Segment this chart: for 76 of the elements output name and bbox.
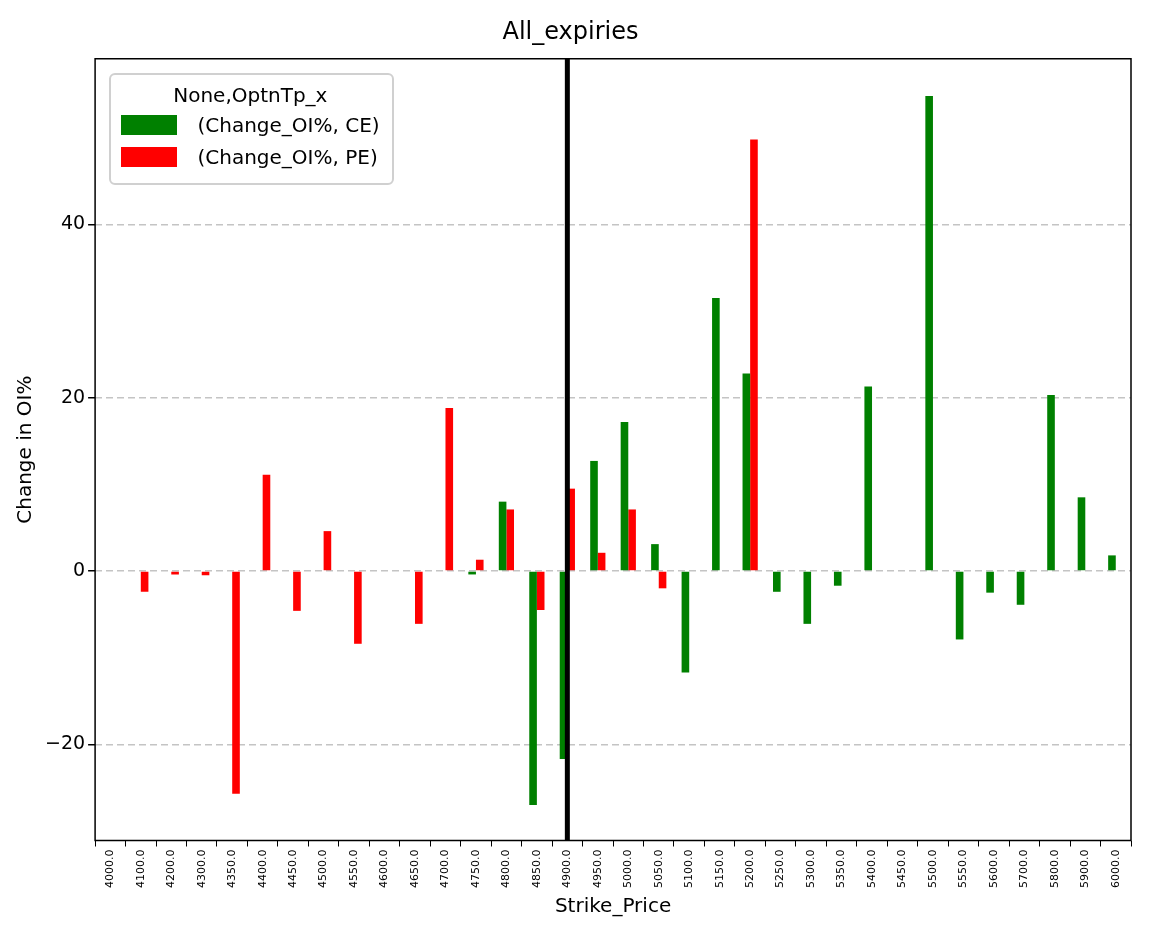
y-axis-title: Change in OI%	[12, 375, 37, 524]
legend-title: None,OptnTp_x	[172, 82, 329, 107]
x-tick-label: 4000.0	[103, 849, 117, 889]
x-tick-label: 5550.0	[956, 849, 970, 889]
x-axis-title: Strike_Price	[554, 893, 672, 918]
x-tick-label: 4450.0	[286, 849, 299, 889]
bar	[415, 571, 423, 624]
bar	[651, 544, 659, 571]
x-tick-label: 4750.0	[468, 849, 482, 889]
bar	[262, 474, 271, 571]
bar	[620, 421, 629, 571]
chart-title: All_expiries	[502, 16, 639, 45]
x-tick-label: 4850.0	[529, 849, 543, 889]
x-tick-label: 5150.0	[712, 849, 726, 889]
bar	[506, 509, 515, 571]
bar	[232, 571, 240, 794]
bar	[140, 571, 149, 592]
bar	[681, 571, 690, 673]
x-tick-label: 4400.0	[255, 849, 269, 889]
bar	[1108, 555, 1116, 571]
x-tick-label: 5900.0	[1078, 849, 1092, 889]
bar	[1016, 571, 1025, 605]
x-tick-label: 5050.0	[651, 849, 665, 889]
bar	[833, 571, 842, 586]
x-tick-label: 4200.0	[164, 849, 178, 889]
x-tick-label: 4350.0	[225, 849, 239, 889]
bar	[925, 96, 933, 571]
bar	[529, 571, 537, 805]
x-tick-label: 4100.0	[133, 849, 147, 889]
bar	[712, 297, 720, 571]
x-tick-label: 5350.0	[834, 849, 848, 889]
y-tick-label: 20	[60, 384, 86, 407]
bar	[986, 571, 994, 593]
bar	[1047, 395, 1055, 571]
x-tick-label: 5100.0	[682, 849, 696, 889]
x-tick-label: 5500.0	[925, 849, 939, 889]
legend-label: (Change_OI%, CE)	[196, 112, 380, 137]
x-tick-label: 4300.0	[194, 849, 208, 889]
x-tick-label: 5250.0	[773, 849, 787, 889]
x-tick-label: 4650.0	[407, 849, 421, 889]
bar	[750, 139, 758, 571]
bar	[354, 571, 362, 644]
bar	[498, 501, 507, 571]
x-tick-label: 4600.0	[377, 849, 391, 889]
x-tick-label: 4950.0	[590, 849, 604, 889]
x-tick-label: 5600.0	[986, 849, 1000, 889]
x-tick-label: 4500.0	[316, 849, 330, 889]
bar	[864, 386, 873, 571]
bar	[742, 373, 751, 571]
x-tick-label: 6000.0	[1108, 849, 1122, 889]
x-tick-label: 5200.0	[743, 849, 757, 889]
bar	[773, 571, 781, 592]
x-tick-label: 4800.0	[499, 849, 513, 889]
bar	[803, 571, 812, 624]
bar	[475, 559, 484, 571]
y-tick-label: 40	[60, 211, 86, 234]
x-tick-label: 5450.0	[895, 849, 909, 889]
x-tick-label: 5700.0	[1017, 849, 1031, 889]
x-tick-label: 5400.0	[864, 849, 878, 889]
x-tick-label: 4700.0	[438, 849, 452, 889]
x-tick-label: 5000.0	[621, 849, 635, 889]
bar	[293, 571, 301, 611]
x-tick-label: 5300.0	[803, 849, 817, 889]
bar	[628, 509, 636, 571]
x-tick-label: 4550.0	[346, 849, 360, 889]
x-tick-label: 4900.0	[560, 849, 574, 889]
bar	[590, 460, 598, 571]
legend-label: (Change_OI%, PE)	[196, 144, 378, 169]
y-tick-label: 0	[73, 557, 86, 580]
bar	[536, 571, 545, 610]
bar	[955, 571, 964, 640]
y-tick-label: −20	[44, 731, 86, 754]
bar	[445, 408, 454, 571]
bar	[1077, 497, 1086, 571]
x-tick-label: 5800.0	[1047, 849, 1061, 889]
bar	[323, 531, 332, 571]
